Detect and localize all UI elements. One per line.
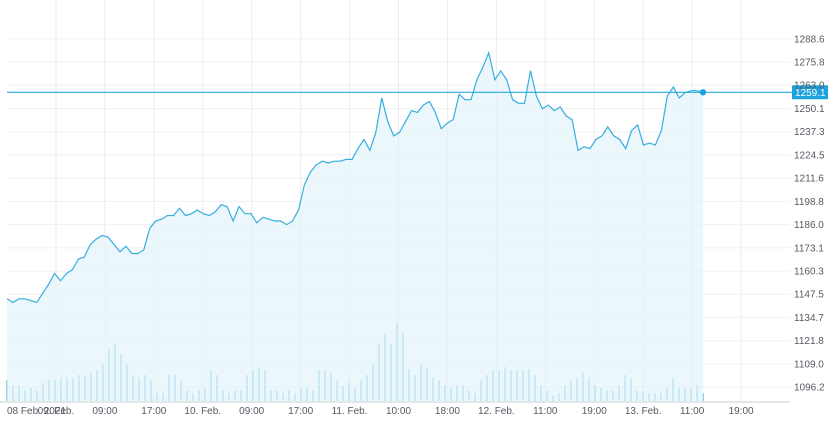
y-tick-label: 1186.0: [794, 220, 824, 231]
price-line: [6, 50, 704, 304]
x-tick-label: 11. Feb.: [332, 406, 368, 417]
x-tick-label: 12. Feb.: [478, 406, 515, 417]
x-tick-label: 19:00: [729, 406, 754, 417]
price-area: [7, 52, 703, 401]
last-price-label: 1259.1: [795, 88, 826, 99]
y-tick-label: 1275.8: [794, 58, 825, 69]
x-tick-label: 11:00: [533, 406, 558, 417]
x-tick-label: 17:00: [288, 406, 313, 417]
y-tick-label: 1134.7: [794, 313, 824, 324]
x-tick-label: 17:00: [141, 406, 166, 417]
y-tick-label: 1121.8: [794, 336, 824, 347]
y-tick-label: 1211.6: [794, 174, 824, 185]
x-tick-label: 13. Feb.: [625, 406, 662, 417]
x-tick-label: 08 Feb. 2021: [7, 406, 66, 417]
y-tick-label: 1237.3: [794, 127, 825, 138]
x-tick-label: 09:00: [239, 406, 264, 417]
x-tick-label: 10. Feb.: [184, 406, 221, 417]
y-tick-label: 1173.1: [794, 243, 824, 254]
x-tick-label: 09:00: [92, 406, 117, 417]
x-tick-label: 18:00: [435, 406, 460, 417]
y-tick-label: 1096.2: [794, 383, 825, 394]
last-price-label-box: [792, 85, 828, 100]
y-tick-label: 1109.0: [794, 359, 824, 370]
x-tick-label: 09. Feb.: [38, 406, 75, 417]
y-tick-label: 1250.1: [794, 104, 825, 115]
x-tick-label: 19:00: [582, 406, 607, 417]
x-tick-label: 11:00: [680, 406, 705, 417]
y-tick-label: 1147.5: [794, 290, 824, 301]
x-tick-label: 10:00: [386, 406, 411, 417]
y-tick-label: 1288.6: [794, 34, 825, 45]
y-axis-ticks: 1288.6 1275.8 1263.0 1250.1 1237.3 1224.5 1211…: [794, 34, 825, 393]
y-tick-label: 1198.8: [794, 197, 824, 208]
y-tick-label: 1160.3: [794, 267, 824, 278]
y-tick-label: 1224.5: [794, 150, 825, 161]
last-price-marker: [699, 89, 707, 96]
y-tick-label: 1263.0: [794, 81, 825, 92]
